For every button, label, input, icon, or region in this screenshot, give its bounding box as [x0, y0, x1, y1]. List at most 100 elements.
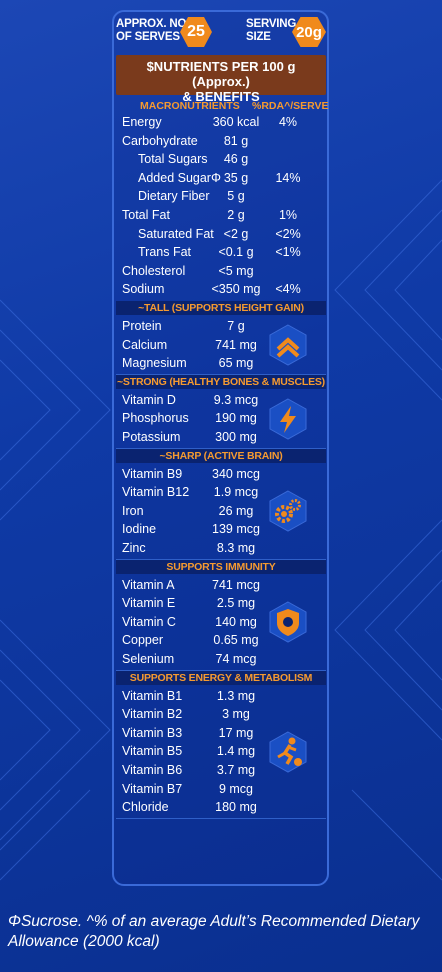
nutrient-row: Magnesium 65 mg — [116, 354, 326, 372]
nutrient-row: Chloride 180 mg — [116, 798, 326, 816]
footnote: ΦSucrose. ^% of an average Adult’s Recom… — [8, 913, 420, 950]
nutrient-name: Total Sugars — [138, 152, 208, 167]
serving-size-badge: 20g — [292, 17, 326, 47]
nutrient-name: Vitamin B9 — [122, 466, 183, 481]
serves-label: APPROX. NO. OF SERVES — [116, 18, 189, 44]
nutrient-value: 741 mg — [215, 337, 257, 352]
nutrient-name: Vitamin E — [122, 596, 176, 611]
nutrient-row: Phosphorus 190 mg — [116, 409, 326, 427]
nutrient-value: 139 mcg — [212, 522, 260, 537]
section-divider — [116, 447, 326, 449]
serves-value: 25 — [187, 23, 205, 40]
nutrient-row: Dietary Fiber 5 g — [116, 187, 326, 205]
nutrient-name: Potassium — [122, 430, 181, 444]
nutrient-value: 65 mg — [218, 356, 254, 371]
nutrient-row: Zinc 8.3 mg — [116, 539, 326, 557]
nutrient-name: Magnesium — [122, 356, 187, 371]
nutrient-row: Vitamin B5 1.4 mg — [116, 742, 326, 760]
nutrient-name: Calcium — [122, 337, 168, 352]
nutrient-value: 2.5 mg — [216, 596, 256, 611]
macro-header-right: %RDA^/SERVE — [252, 100, 329, 112]
nutrient-value: 360 kcal — [212, 115, 260, 129]
nutrient-rda: <1% — [275, 245, 301, 260]
nutrient-value: 9.3 mcg — [213, 392, 259, 407]
nutrient-name: Vitamin B3 — [122, 725, 183, 740]
serving-size-label: SERVING SIZE — [246, 18, 296, 44]
nutrient-value: 1.4 mg — [216, 744, 256, 759]
nutrient-name: Vitamin B2 — [122, 707, 183, 722]
section-divider — [116, 558, 326, 560]
nutrient-value: <0.1 g — [218, 245, 254, 260]
nutrient-row: Iodine 139 mcg — [116, 520, 326, 538]
nutrient-row: Protein 7 g — [116, 317, 326, 335]
nutrient-name: Vitamin B1 — [122, 688, 183, 703]
nutrient-value: 180 mg — [215, 800, 257, 815]
nutrient-name: Vitamin B5 — [122, 744, 183, 759]
nutrient-name: Vitamin A — [122, 577, 175, 592]
nutrient-value: 190 mg — [215, 411, 257, 426]
nutrient-name: Saturated Fat — [138, 226, 214, 241]
nutrient-value: 1.9 mcg — [213, 485, 259, 500]
serves-label-line2: OF SERVES — [116, 31, 180, 43]
nutrient-name: Energy — [122, 115, 162, 129]
nutrient-name: Selenium — [122, 652, 175, 666]
nutrient-row: Vitamin B3 17 mg — [116, 724, 326, 742]
nutrient-row: Cholesterol <5 mg — [116, 262, 326, 280]
nutrient-row: Selenium 74 mcg — [116, 650, 326, 668]
nutrient-name: Added SugarΦ — [138, 170, 221, 185]
nutrient-row: Iron 26 mg — [116, 502, 326, 520]
title-line1: $NUTRIENTS PER 100 g (Approx.) — [146, 59, 296, 89]
nutrient-value: 300 mg — [215, 430, 257, 444]
nutrient-value: 17 mg — [218, 725, 254, 740]
nutrient-name: Copper — [122, 633, 163, 648]
nutrient-value: 1.3 mg — [216, 688, 256, 703]
section-divider — [116, 817, 326, 819]
serving-label-line2: SIZE — [246, 31, 271, 43]
nutrient-value: 46 g — [223, 152, 249, 167]
nutrient-value: 3.7 mg — [216, 763, 256, 777]
nutrient-name: Phosphorus — [122, 411, 189, 426]
gears-icon — [266, 489, 310, 533]
nutrient-value: <350 mg — [211, 282, 261, 297]
nutrient-value: 26 mg — [218, 503, 254, 518]
nutrient-rda: 4% — [278, 115, 298, 129]
nutrient-row: Vitamin B9 340 mcg — [116, 465, 326, 483]
nutrient-value: 140 mg — [215, 614, 257, 629]
serving-header: APPROX. NO. OF SERVES 25 SERVING SIZE 20… — [116, 14, 326, 52]
serves-label-line1: APPROX. NO. — [116, 18, 190, 30]
nutrient-row: Vitamin B1 1.3 mg — [116, 687, 326, 705]
serving-label-line1: SERVING — [246, 18, 297, 30]
section-divider — [116, 373, 326, 375]
chevrons-up-icon — [266, 323, 310, 367]
nutrient-name: Protein — [122, 319, 162, 333]
nutrient-value: 7 g — [227, 319, 245, 333]
nutrient-value: <5 mg — [218, 263, 254, 278]
nutrient-name: Zinc — [122, 541, 146, 555]
nutrient-name: Vitamin B7 — [122, 781, 183, 796]
nutrient-row: Vitamin B7 9 mcg — [116, 780, 326, 798]
nutrient-row: Energy 360 kcal 4% — [116, 113, 326, 131]
nutrient-row: Vitamin A 741 mcg — [116, 576, 326, 594]
nutrient-row: Total Fat 2 g 1% — [116, 206, 326, 224]
nutrient-name: Vitamin B12 — [122, 485, 190, 500]
nutrient-value: 9 mcg — [218, 781, 254, 796]
nutrient-name: Sodium — [122, 282, 165, 297]
macronutrients-header: MACRONUTRIENTS %RDA^/SERVE — [116, 99, 329, 113]
nutrient-row: Vitamin D 9.3 mcg — [116, 391, 326, 409]
nutrient-value: 8.3 mg — [216, 541, 256, 555]
nutrient-value: 340 mcg — [212, 466, 260, 481]
section-header: SUPPORTS IMMUNITY — [116, 559, 326, 574]
section-header: ~STRONG (HEALTHY BONES & MUSCLES) — [116, 374, 326, 389]
nutrient-name: Vitamin C — [122, 614, 176, 629]
nutrient-row: Vitamin B2 3 mg — [116, 705, 326, 723]
nutrient-name: Iron — [122, 503, 144, 518]
nutrient-row: Carbohydrate 81 g — [116, 132, 326, 150]
nutrient-row: Vitamin E 2.5 mg — [116, 594, 326, 612]
nutrient-name: Trans Fat — [138, 245, 192, 260]
nutrient-row: Copper 0.65 mg — [116, 631, 326, 649]
nutrient-row: Vitamin B6 3.7 mg — [116, 761, 326, 779]
macro-header-left: MACRONUTRIENTS — [140, 100, 240, 112]
section-header: ~TALL (SUPPORTS HEIGHT GAIN) — [116, 301, 326, 315]
nutrient-row: Sodium <350 mg <4% — [116, 280, 326, 298]
nutrient-row: Saturated Fat <2 g <2% — [116, 225, 326, 243]
